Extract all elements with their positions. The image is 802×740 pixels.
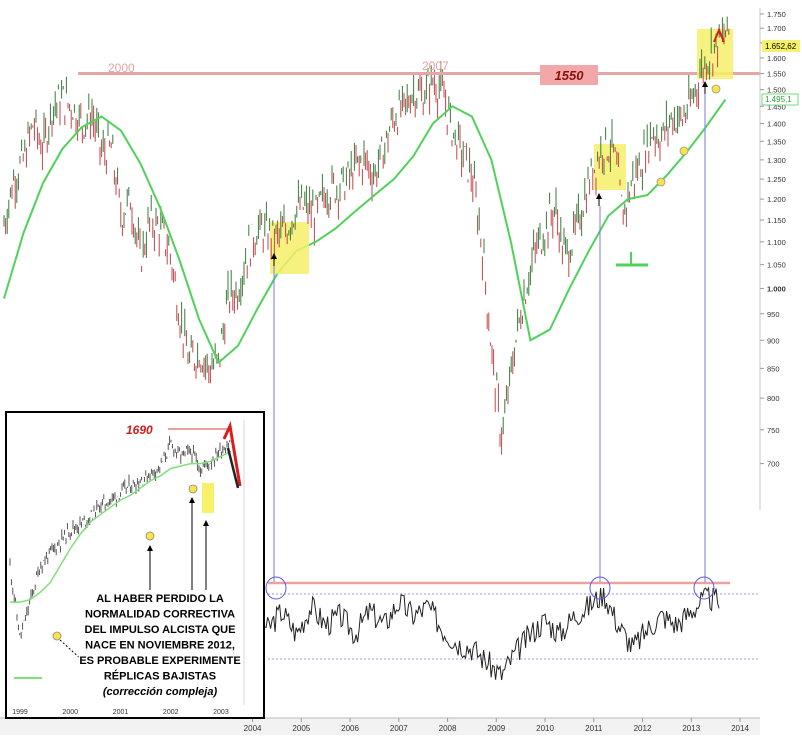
y-tick-label: 850: [767, 364, 780, 373]
x-tick-label: 2006: [341, 724, 359, 733]
inset-x-tick-label: 2000: [62, 709, 78, 716]
up-arrow: [702, 81, 708, 94]
oscillator-circle: [693, 576, 715, 600]
inset-text-line: RÉPLICAS BAJISTAS: [104, 670, 216, 683]
up-arrow: [596, 193, 602, 206]
y-tick-label: 1.450: [767, 102, 786, 111]
y-tick-label: 1.350: [767, 137, 786, 146]
y-tick-label: 1.750: [767, 10, 786, 19]
inset-up-arrow: [203, 520, 209, 590]
inset-annotation-text: AL HABER PERDIDO LA NORMALIDAD CORRECTIVA…: [78, 592, 242, 700]
inset-frame: [5, 411, 265, 719]
inset-highlight-box: [202, 483, 214, 513]
inset-x-tick-label: 2002: [163, 709, 179, 716]
y-tick-label: 1.200: [767, 195, 786, 204]
inset-up-arrow: [189, 497, 195, 590]
y-tick-label: 1.000: [767, 285, 786, 294]
x-tick-label: 2008: [439, 724, 457, 733]
last-price-box: [762, 40, 800, 52]
y-tick-label: 1.500: [767, 86, 786, 95]
oscillator-line: [252, 586, 720, 681]
x-tick-label: 2011: [585, 724, 603, 733]
inset-text-line: DEL IMPULSO ALCISTA QUE: [85, 624, 236, 636]
ma-value-label: 1.495,1: [765, 95, 792, 104]
y-tick-label: 1.100: [767, 238, 786, 247]
price-series: [3, 61, 698, 455]
annotation-2007: 2007: [422, 59, 449, 73]
y-tick-label: 1.600: [767, 54, 786, 63]
x-tick-label: 2004: [244, 724, 262, 733]
inset-text-line: NACE EN NOVIEMBRE 2012,: [85, 640, 235, 652]
annotation-2000: 2000: [108, 61, 135, 75]
ma-value-box: [761, 93, 799, 106]
y-tick-label: 900: [767, 336, 780, 345]
inset-text-line: AL HABER PERDIDO LA: [96, 593, 224, 605]
up-arrow: [271, 253, 277, 266]
inset-up-arrow: [147, 545, 153, 590]
price-overlay: [270, 16, 730, 260]
x-tick-label: 2007: [390, 724, 408, 733]
inset-x-tick-label: 2003: [213, 709, 229, 716]
ma-touch-dot: [679, 146, 689, 156]
inset-text-line: NORMALIDAD CORRECTIVA: [85, 609, 235, 621]
ma-touch-dot: [711, 84, 721, 94]
y-tick-label: 800: [767, 394, 780, 403]
x-axis-ticks: 2004 2005 2006 2007 2008 2009 2010 2011 2012 2013…: [244, 718, 749, 733]
x-tick-label: 2010: [536, 724, 554, 733]
y-tick-label: 1.250: [767, 175, 786, 184]
y-tick-label: 1.400: [767, 119, 786, 128]
resistance-label: 1550: [555, 68, 585, 83]
oscillator-circle: [589, 576, 611, 600]
y-tick-label: 1.050: [767, 261, 786, 270]
inset-ma-dot: [188, 484, 198, 494]
inset-red-projection: [222, 420, 242, 487]
resistance-label-box: [540, 65, 598, 85]
inset-black-projection: [226, 447, 240, 489]
inset-text-line: (corrección compleja): [103, 686, 218, 698]
inset-x-axis-ticks: 1999 2000 2001 2002 2003: [12, 709, 229, 716]
inset-x-tick-label: 2001: [113, 709, 129, 716]
y-tick-label: 1.550: [767, 70, 786, 79]
y-tick-label: 1.300: [767, 156, 786, 165]
x-tick-label: 2005: [292, 724, 310, 733]
y-tick-label: 950: [767, 310, 780, 319]
y-tick-label: 1.150: [767, 216, 786, 225]
y-tick-label: 700: [767, 460, 780, 469]
inset-text-line: ES PROBABLE EXPERIMENTE: [79, 655, 240, 667]
inset-ma-dot: [52, 631, 62, 641]
x-axis-band: [0, 718, 760, 735]
y-tick-label: 1.700: [767, 24, 786, 33]
y-tick-label: 750: [767, 426, 780, 435]
inset-x-tick-label: 1999: [12, 709, 28, 716]
x-tick-label: 2009: [487, 724, 505, 733]
moving-average-line: [3, 99, 727, 365]
ma-touch-dot: [656, 177, 666, 187]
oscillator-circle: [265, 576, 287, 600]
inset-label-1690: 1690: [126, 423, 153, 437]
inset-chart: 1690 1999 2000 2001 2002 2003 AL HABER PERDI: [5, 411, 265, 719]
last-price-label: 1.652,62: [765, 42, 797, 51]
highlight-box-2013: [697, 29, 733, 79]
peak-marker: [713, 27, 725, 43]
inset-dashed-pointer: [59, 639, 83, 661]
x-tick-label: 2012: [634, 724, 652, 733]
inset-moving-average: [10, 450, 232, 603]
x-tick-label: 2014: [731, 724, 749, 733]
inset-ma-dot: [145, 531, 155, 541]
x-tick-label: 2013: [682, 724, 700, 733]
